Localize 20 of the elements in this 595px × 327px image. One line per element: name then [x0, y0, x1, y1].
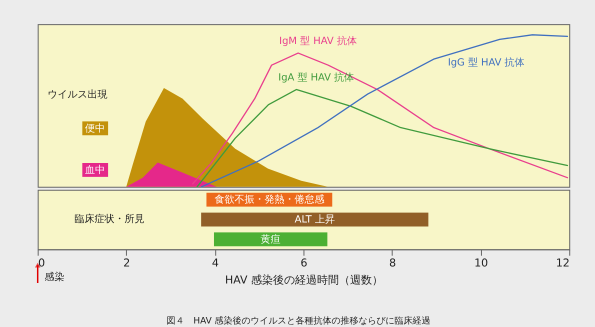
legend-title: ウイルス出現: [47, 88, 108, 101]
x-tick-label: 8: [389, 256, 396, 270]
category-label: 食欲不振・発熱・倦怠感: [214, 194, 324, 206]
category-label: 黄疸: [260, 234, 281, 246]
caption: 図４ HAV 感染後のウイルスと各種抗体の推移ならびに臨床経過: [166, 316, 431, 327]
x-tick-label: 12: [556, 256, 570, 270]
x-tick-label: 0: [38, 256, 46, 270]
text: 感染: [44, 271, 65, 284]
series-label: IgM 型 HAV 抗体: [279, 35, 357, 48]
text: 便中: [85, 122, 106, 134]
x-tick-label: 4: [212, 256, 219, 270]
text: 血中: [85, 164, 106, 176]
x-tick-label: 6: [300, 256, 308, 270]
y-axis-title: 臨床症状・所見: [74, 213, 145, 226]
x-tick-label: 2: [123, 256, 130, 270]
x-axis-title: HAV 感染後の経過時間（週数）: [225, 273, 383, 286]
category-label: ALT 上昇: [294, 214, 335, 226]
series-label: IgG 型 HAV 抗体: [448, 56, 525, 69]
series-label: IgA 型 HAV 抗体: [278, 72, 354, 84]
x-tick-label: 10: [474, 256, 488, 270]
